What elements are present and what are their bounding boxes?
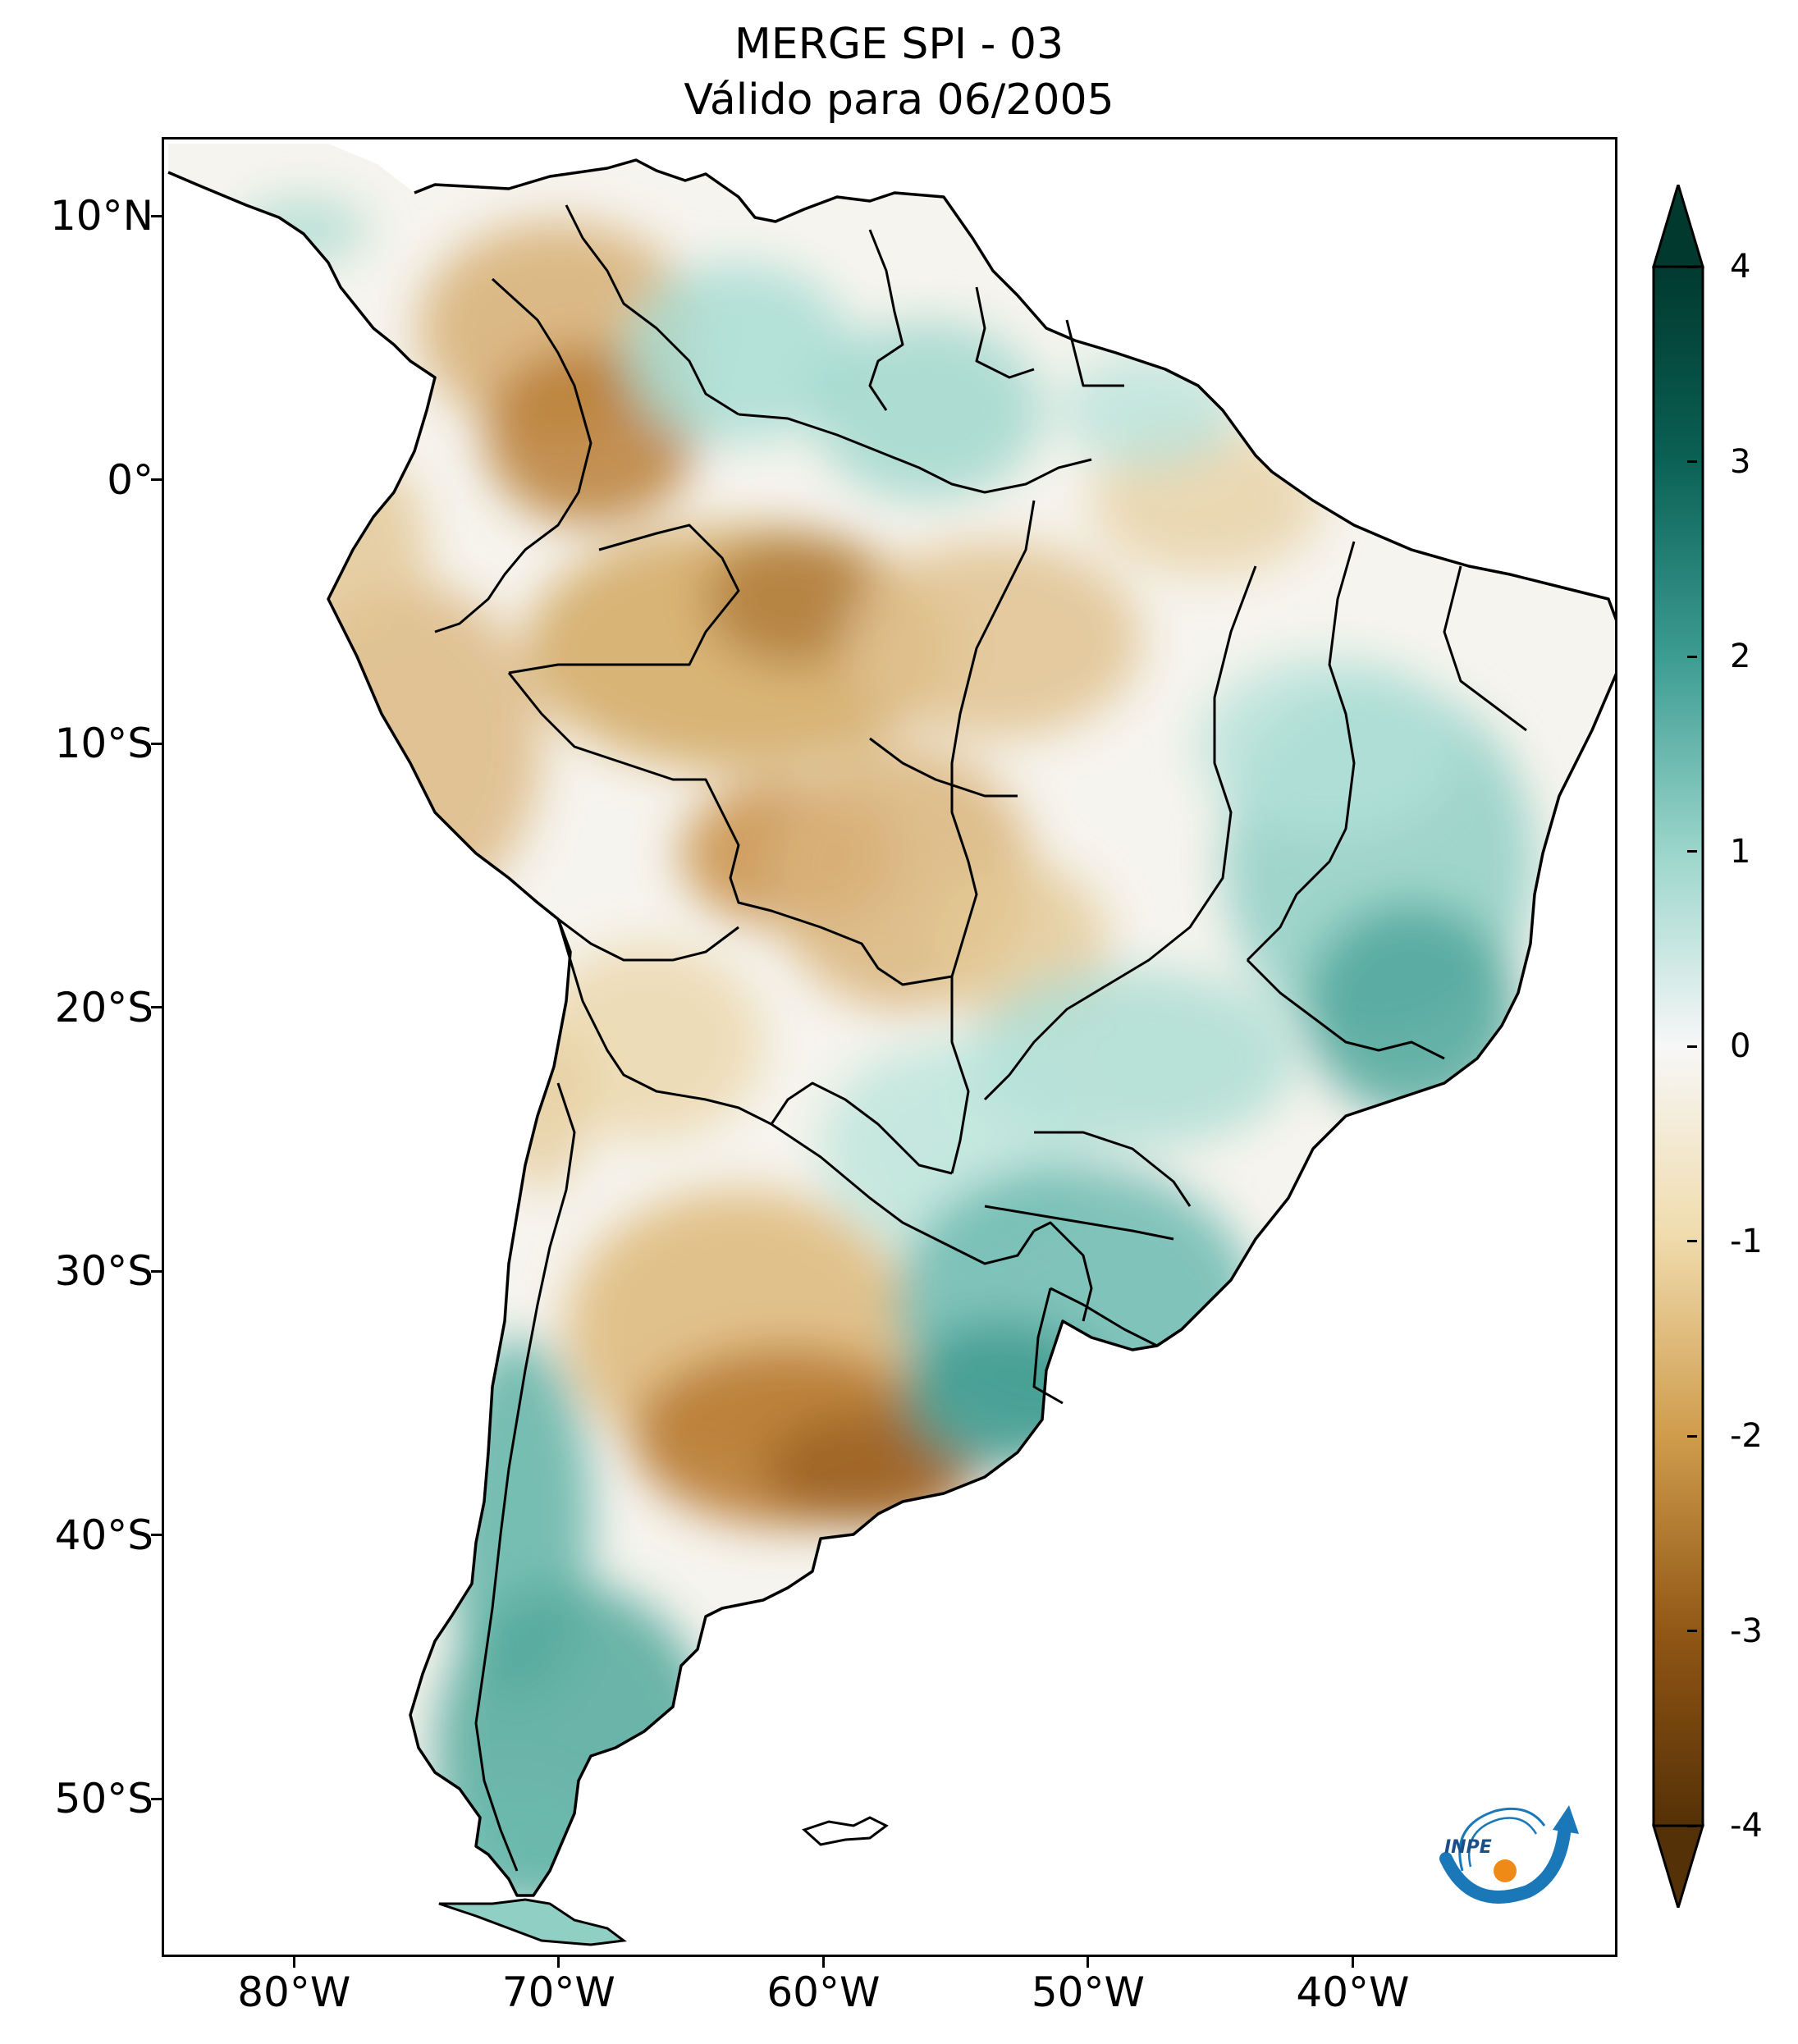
colorbar-tick-label: -3: [1730, 1612, 1763, 1650]
inpe-logo-text: INPE: [1444, 1837, 1492, 1858]
colorbar-tick-label: 0: [1730, 1027, 1751, 1065]
colorbar-tick-mark: [1687, 1045, 1697, 1048]
colorbar-tick-mark: [1687, 1434, 1697, 1438]
colorbar-tick-label: 4: [1730, 248, 1751, 286]
colorbar-tick-label: 1: [1730, 832, 1751, 871]
lon-tick-label: 80°W: [237, 1969, 351, 2016]
colorbar-tick-mark: [1687, 265, 1697, 268]
border-brazil-states-west: [950, 500, 1036, 977]
border-brazil-states-center: [983, 565, 1257, 1101]
border-brazil-states-east: [1246, 541, 1356, 962]
spi-wet-northeast: [1198, 656, 1461, 837]
border-venezuela-colombia: [565, 204, 739, 416]
colorbar: [1651, 185, 1705, 1908]
continent-coastline: [167, 158, 1615, 1897]
lon-tick-label: 60°W: [766, 1969, 881, 2016]
country-borders: [434, 204, 1527, 1872]
colorbar-tick-mark: [1687, 1630, 1697, 1632]
spi-map: [167, 144, 1615, 1946]
lat-tick-label: 10°N: [49, 192, 153, 240]
colorbar-tick-label: -2: [1730, 1417, 1763, 1455]
lon-tick-mark: [557, 1957, 560, 1968]
border-brazil-ne-states: [1443, 565, 1527, 732]
lat-tick-mark: [151, 1269, 162, 1273]
colorbar-max-extend: [1651, 185, 1705, 268]
border-paraguay-brazil: [950, 976, 970, 1174]
lat-tick-mark: [151, 1006, 162, 1009]
lat-tick-label: 20°S: [54, 983, 153, 1031]
border-brazil-parana-sc: [984, 1205, 1174, 1241]
spi-dry-ecuador: [263, 451, 427, 648]
colorbar-tick-label: 3: [1730, 442, 1751, 481]
border-colombia-ecuador-peru: [434, 277, 592, 633]
tierra-del-fuego: [438, 1898, 627, 1946]
border-bolivia-brazil: [507, 672, 953, 986]
spi-dry-chaco: [533, 944, 763, 1141]
lat-tick-mark: [151, 1534, 162, 1537]
border-bolivia-north: [557, 917, 739, 962]
colorbar-min-extend: [1651, 1824, 1705, 1908]
map-title: MERGE SPI - 03: [734, 20, 1064, 69]
border-bolivia-argentina: [556, 918, 772, 1126]
colorbar-tick-label: -4: [1730, 1807, 1763, 1845]
lon-tick-label: 40°W: [1296, 1969, 1410, 2016]
lon-tick-mark: [1087, 1957, 1090, 1968]
lat-tick-label: 40°S: [54, 1511, 153, 1559]
map-panel: [162, 137, 1617, 1957]
lon-tick-mark: [292, 1957, 295, 1968]
border-venezuela-guyana: [868, 229, 904, 411]
lat-tick-label: 30°S: [54, 1247, 153, 1296]
lon-tick-mark: [821, 1957, 825, 1968]
border-amazonas-para: [869, 737, 1018, 798]
spi-wet-patagonia: [435, 1584, 714, 1895]
colorbar-tick-mark: [1687, 1824, 1697, 1827]
lon-tick-mark: [1351, 1957, 1354, 1968]
spi-wet-venezuela: [624, 263, 853, 443]
inpe-logo: INPE: [1439, 1805, 1579, 1904]
border-peru-brazil: [508, 524, 740, 674]
spi-wet-tierra-del-fuego: [410, 1781, 607, 1895]
lat-tick-mark: [151, 478, 162, 482]
spi-wet-amapa: [1059, 353, 1239, 468]
border-suriname-french-guiana: [1065, 319, 1124, 387]
lat-tick-label: 50°S: [54, 1775, 153, 1823]
spi-wet-espirito-santo: [1305, 903, 1518, 1116]
colorbar-tick-mark: [1687, 460, 1697, 463]
border-brazil-se-states: [1246, 958, 1445, 1060]
spi-dry-para: [845, 542, 1141, 738]
spi-wet-uruguay: [903, 1321, 1100, 1469]
colorbar-tick-mark: [1687, 850, 1697, 853]
colorbar-tick-label: 2: [1730, 638, 1751, 675]
falkland-islands: [802, 1816, 889, 1846]
border-paraguay-argentina: [771, 1123, 1036, 1265]
border-uruguay-argentina: [1032, 1287, 1064, 1405]
lon-tick-label: 70°W: [501, 1969, 615, 2016]
map-subtitle: Válido para 06/2005: [684, 75, 1114, 125]
border-uruguay-brazil: [1050, 1287, 1158, 1347]
colorbar-tick-mark: [1687, 1240, 1697, 1242]
spi-wet-guianas: [812, 320, 1042, 501]
lat-tick-label: 0°: [107, 455, 153, 504]
lat-tick-mark: [151, 214, 162, 217]
lat-tick-mark: [151, 1797, 162, 1800]
border-guyana-suriname: [975, 286, 1035, 379]
spi-dry-amazon-core: [706, 533, 886, 665]
spi-field: [168, 144, 1615, 1895]
border-paraguay-north: [770, 1081, 953, 1175]
spi-dry-peru: [279, 583, 542, 911]
colorbar-tick-mark: [1687, 655, 1697, 658]
spi-wet-panama: [238, 197, 369, 263]
border-brazil-south-states: [1034, 1131, 1192, 1207]
border-brazil-north: [738, 413, 1092, 494]
colorbar-tick-label: -1: [1730, 1222, 1763, 1260]
lon-tick-label: 50°W: [1031, 1969, 1145, 2016]
lat-tick-label: 10°S: [54, 720, 153, 768]
lat-tick-mark: [151, 742, 162, 745]
border-chile-argentina: [474, 1082, 576, 1872]
border-brazil-argentina-misiones: [1033, 1221, 1093, 1322]
